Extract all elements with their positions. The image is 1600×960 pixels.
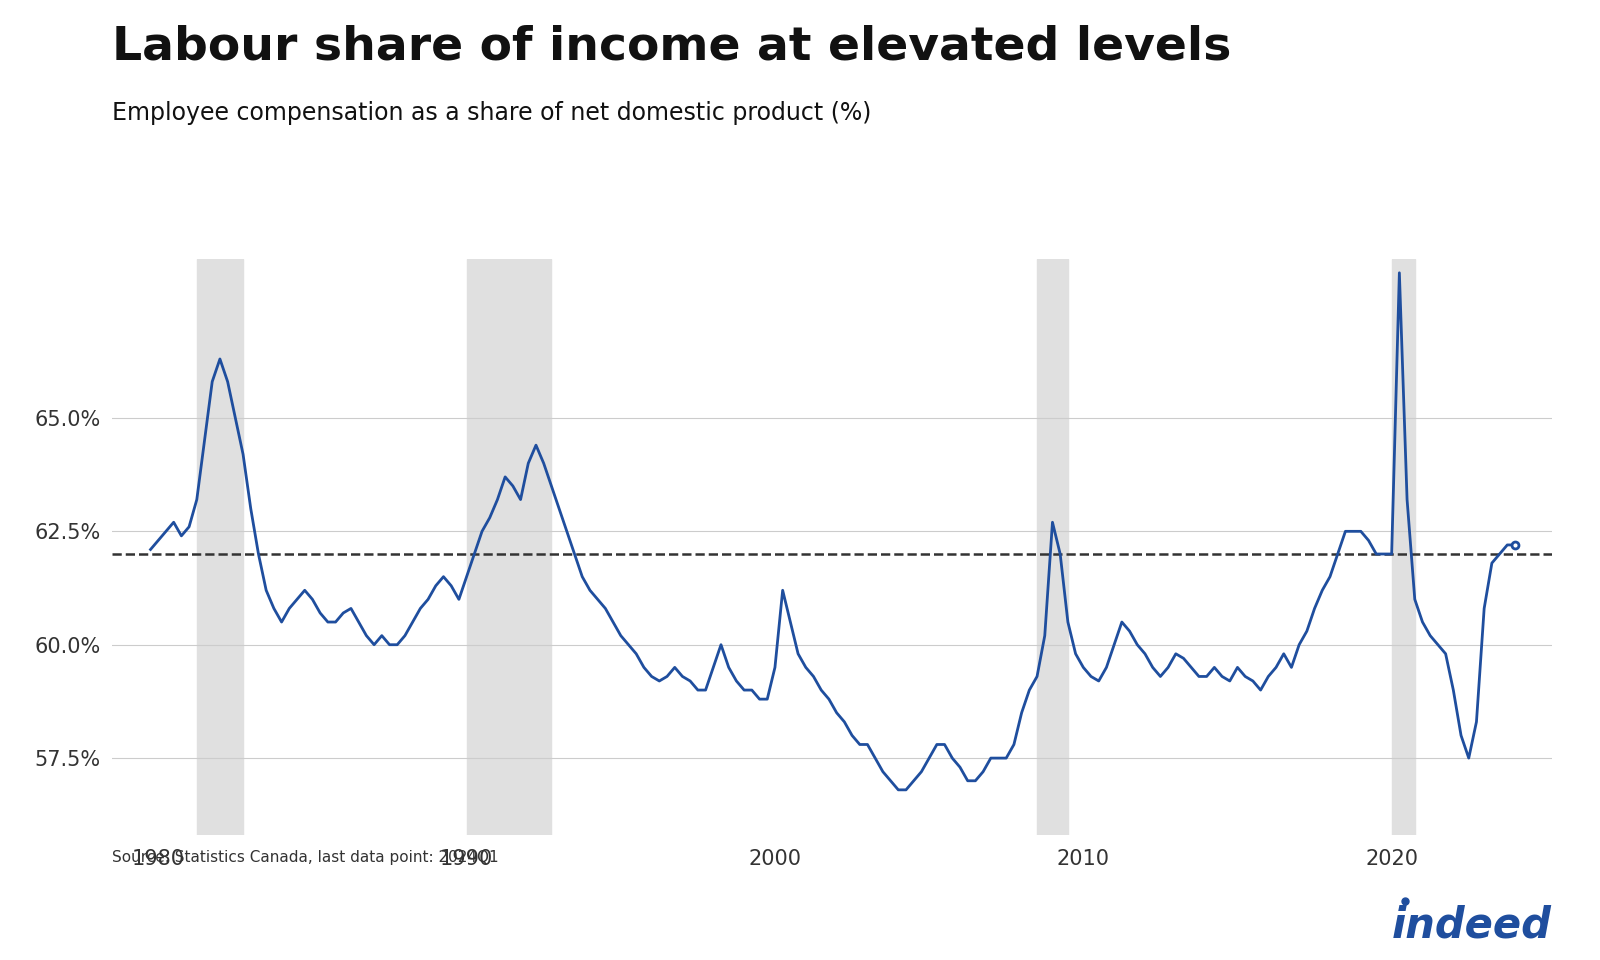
Bar <box>1392 259 1414 835</box>
Bar <box>467 259 552 835</box>
Text: Labour share of income at elevated levels: Labour share of income at elevated level… <box>112 24 1232 69</box>
Text: Employee compensation as a share of net domestic product (%): Employee compensation as a share of net … <box>112 101 872 125</box>
Bar <box>1037 259 1067 835</box>
Text: Net domestic income removes depreciation from nominal GDP: Net domestic income removes depreciation… <box>64 942 544 957</box>
Bar <box>197 259 243 835</box>
Text: Source: Statistics Canada, last data point: 2024Q1: Source: Statistics Canada, last data poi… <box>112 850 499 865</box>
Text: indeed: indeed <box>1392 904 1552 947</box>
Text: Shaded areas indicate recessions: Shaded areas indicate recessions <box>64 908 320 924</box>
